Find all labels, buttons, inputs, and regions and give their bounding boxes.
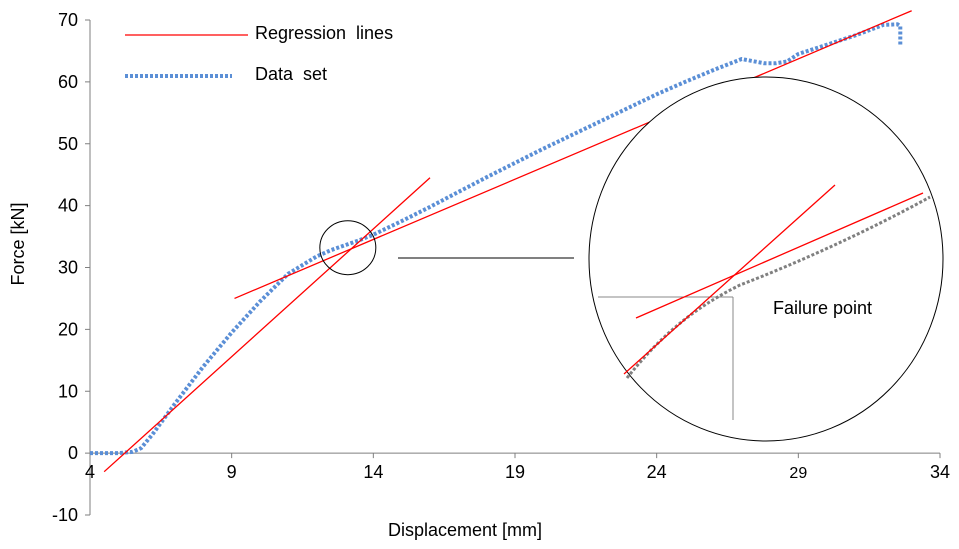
x-tick-label: 34 <box>930 462 950 482</box>
legend-data-label: Data set <box>255 64 327 84</box>
x-tick-label: 14 <box>363 462 383 482</box>
plot-area: -10 0 10 20 30 40 50 60 70 4 9 14 19 24 29 34 <box>52 10 950 525</box>
y-tick-label: 50 <box>58 134 78 154</box>
data-series-line <box>90 22 903 456</box>
regression-line-2 <box>234 10 912 300</box>
y-tick-label: 60 <box>58 72 78 92</box>
inset-circle <box>588 76 944 442</box>
y-tick-label: 10 <box>58 381 78 401</box>
zoom-inset: Failure point <box>588 76 944 442</box>
x-tick-label: 9 <box>227 462 237 482</box>
y-tick-label: 20 <box>58 319 78 339</box>
focus-circle <box>319 220 377 276</box>
x-tick-label: 24 <box>647 462 667 482</box>
x-axis-title: Displacement [mm] <box>388 520 542 540</box>
y-tick-label: -10 <box>52 505 78 525</box>
y-axis-title: Force [kN] <box>8 202 28 285</box>
y-tick-label: 40 <box>58 196 78 216</box>
legend: Regression lines Data set <box>125 23 393 84</box>
y-tick-label: 30 <box>58 258 78 278</box>
x-tick-label: 4 <box>85 462 95 482</box>
legend-regression-label: Regression lines <box>255 23 393 43</box>
inset-regression-shallow <box>635 192 924 319</box>
x-tick-label: 29 <box>789 465 807 482</box>
x-tick-label: 19 <box>505 462 525 482</box>
failure-point-label: Failure point <box>773 298 872 318</box>
y-tick-label: 0 <box>68 443 78 463</box>
inset-regression-steep <box>623 184 836 375</box>
y-tick-label: 70 <box>58 10 78 30</box>
regression-line-1 <box>103 177 431 473</box>
